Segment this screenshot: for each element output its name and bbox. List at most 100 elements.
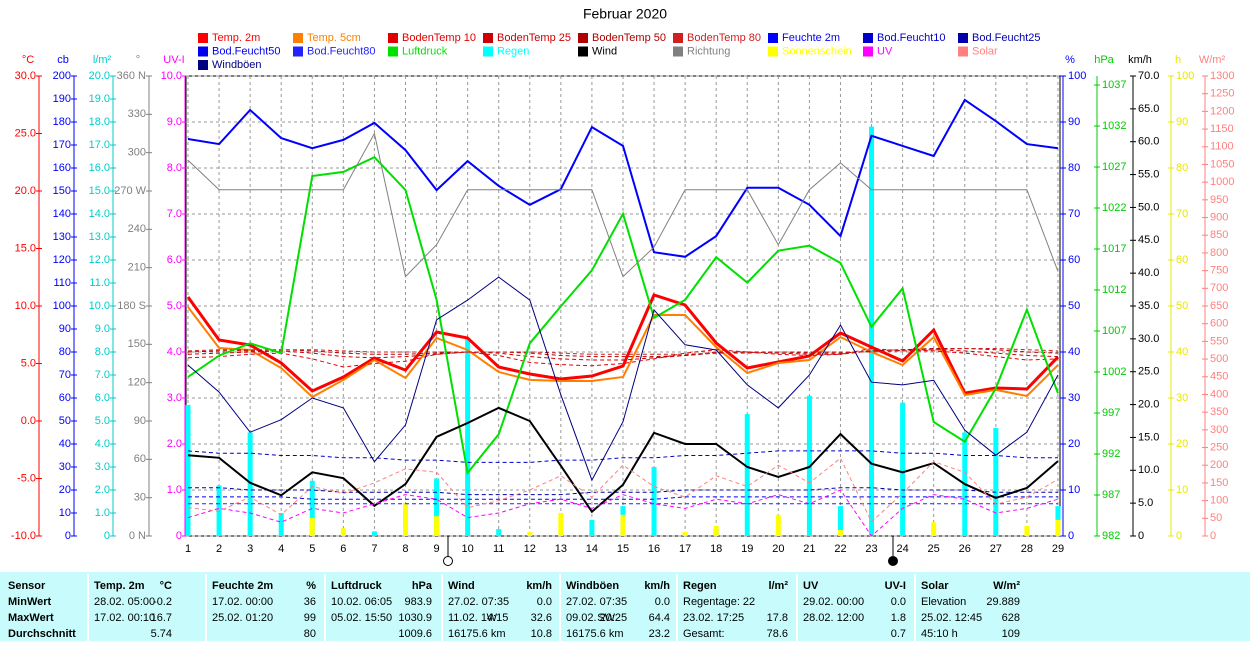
table-cell: 32.6 xyxy=(531,612,552,624)
legend-label: UV xyxy=(877,45,893,57)
y-tick-label: 0 xyxy=(1176,530,1182,542)
y-tick-label: 60 xyxy=(59,392,71,404)
y-tick-label: 750 xyxy=(1210,265,1228,277)
legend-label: Sonnenschein xyxy=(782,45,852,57)
table-header: UV xyxy=(803,580,819,592)
y-tick-label: 500 xyxy=(1210,353,1228,365)
axis-unit: cb xyxy=(57,54,69,66)
y-tick-label: 240 xyxy=(128,223,146,235)
table-cell: 1030.9 xyxy=(398,612,432,624)
y-tick-label: 110 xyxy=(53,277,71,289)
y-tick-label: 0 xyxy=(1138,530,1144,542)
x-tick-label: 7 xyxy=(371,543,377,555)
y-tick-label: 30.0 xyxy=(15,70,36,82)
y-tick-label: 150 xyxy=(128,338,146,350)
bar xyxy=(247,432,253,536)
table-cell: 109 xyxy=(1002,628,1020,640)
y-tick-label: 12.0 xyxy=(89,254,110,266)
y-tick-label: 15.0 xyxy=(15,242,36,254)
x-tick-label: 10 xyxy=(462,543,474,555)
series-line xyxy=(187,348,1059,358)
y-tick-label: 5.0 xyxy=(95,415,110,427)
x-tick-label: 17 xyxy=(679,543,691,555)
table-header: Wind xyxy=(448,580,475,592)
bar xyxy=(1055,519,1061,536)
y-tick-label: 650 xyxy=(1210,300,1228,312)
table-unit: UV-I xyxy=(885,580,906,592)
y-tick-label: 60 xyxy=(1068,254,1080,266)
table-cell: 10.8 xyxy=(531,628,552,640)
x-tick-label: 12 xyxy=(524,543,536,555)
series-line xyxy=(187,155,1059,476)
table-cell: 99 xyxy=(304,612,316,624)
table-cell: Gesamt: xyxy=(683,628,725,640)
y-tick-label: 40 xyxy=(1068,346,1080,358)
bar xyxy=(682,531,688,536)
y-tick-label: 10.0 xyxy=(15,300,36,312)
y-tick-label: 25.0 xyxy=(15,127,36,139)
y-tick-label: 400 xyxy=(1210,388,1228,400)
legend-swatch xyxy=(388,46,398,57)
y-tick-label: -5.0 xyxy=(17,472,36,484)
x-tick-label: 8 xyxy=(402,543,408,555)
y-tick-label: 130 xyxy=(53,231,71,243)
legend-label: Luftdruck xyxy=(402,45,448,57)
y-tick-label: 987 xyxy=(1102,489,1120,501)
bar xyxy=(713,525,719,536)
legend-swatch xyxy=(198,60,208,70)
y-tick-label: 8.0 xyxy=(167,162,182,174)
legend-label: Bod.Feucht80 xyxy=(307,45,376,57)
y-tick-label: 60 xyxy=(134,453,146,465)
table-header: Temp. 2m xyxy=(94,580,145,592)
series-line xyxy=(187,489,1059,537)
bar xyxy=(185,404,191,536)
y-tick-label: 1027 xyxy=(1102,161,1126,173)
y-tick-label: 330 xyxy=(128,108,146,120)
legend-label: Bod.Feucht10 xyxy=(877,32,946,44)
y-tick-label: 10 xyxy=(1068,484,1080,496)
table-cell: 78.6 xyxy=(767,628,788,640)
table-cell: 10.02. 06:05 xyxy=(331,596,392,608)
table-row-label: MaxWert xyxy=(8,612,54,624)
y-tick-label: 80 xyxy=(59,346,71,358)
legend-swatch xyxy=(958,33,968,43)
y-tick-label: 7.0 xyxy=(95,369,110,381)
y-tick-label: 50.0 xyxy=(1138,201,1159,213)
table-cell: 25.02. 12:45 xyxy=(921,612,982,624)
table-cell: W xyxy=(487,612,498,624)
series-line xyxy=(187,306,1059,399)
y-tick-label: 4.0 xyxy=(167,346,182,358)
table-unit: hPa xyxy=(412,580,433,592)
legend-swatch xyxy=(293,46,303,57)
series-line xyxy=(187,349,1059,361)
y-tick-label: 140 xyxy=(53,208,71,220)
y-tick-label: 20.0 xyxy=(15,185,36,197)
chart-title: Februar 2020 xyxy=(583,6,667,22)
bar xyxy=(744,414,750,536)
table-cell: 16.7 xyxy=(151,612,172,624)
table-header: Sensor xyxy=(8,580,46,592)
series-line xyxy=(187,450,1058,463)
y-tick-label: 70 xyxy=(59,369,71,381)
legend-swatch xyxy=(388,33,398,43)
y-tick-label: 10 xyxy=(59,507,71,519)
y-tick-label: 20 xyxy=(1068,438,1080,450)
table-cell: 0.0 xyxy=(891,596,906,608)
axis-unit: % xyxy=(1065,54,1075,66)
y-tick-label: 30 xyxy=(1176,392,1188,404)
bar xyxy=(278,513,284,536)
table-unit: % xyxy=(306,580,316,592)
y-tick-label: 997 xyxy=(1102,407,1120,419)
table-header: Windböen xyxy=(566,580,619,592)
y-tick-label: 100 xyxy=(53,300,71,312)
bar xyxy=(900,402,906,536)
bar xyxy=(434,516,440,536)
y-tick-label: 350 xyxy=(1210,406,1228,418)
legend-swatch xyxy=(673,46,683,57)
y-tick-label: 50 xyxy=(59,415,71,427)
table-cell: 1009.6 xyxy=(398,628,432,640)
table-cell: 1.8 xyxy=(891,612,906,624)
y-tick-label: 65.0 xyxy=(1138,103,1159,115)
bar xyxy=(309,518,315,536)
y-tick-label: 80 xyxy=(1176,162,1188,174)
